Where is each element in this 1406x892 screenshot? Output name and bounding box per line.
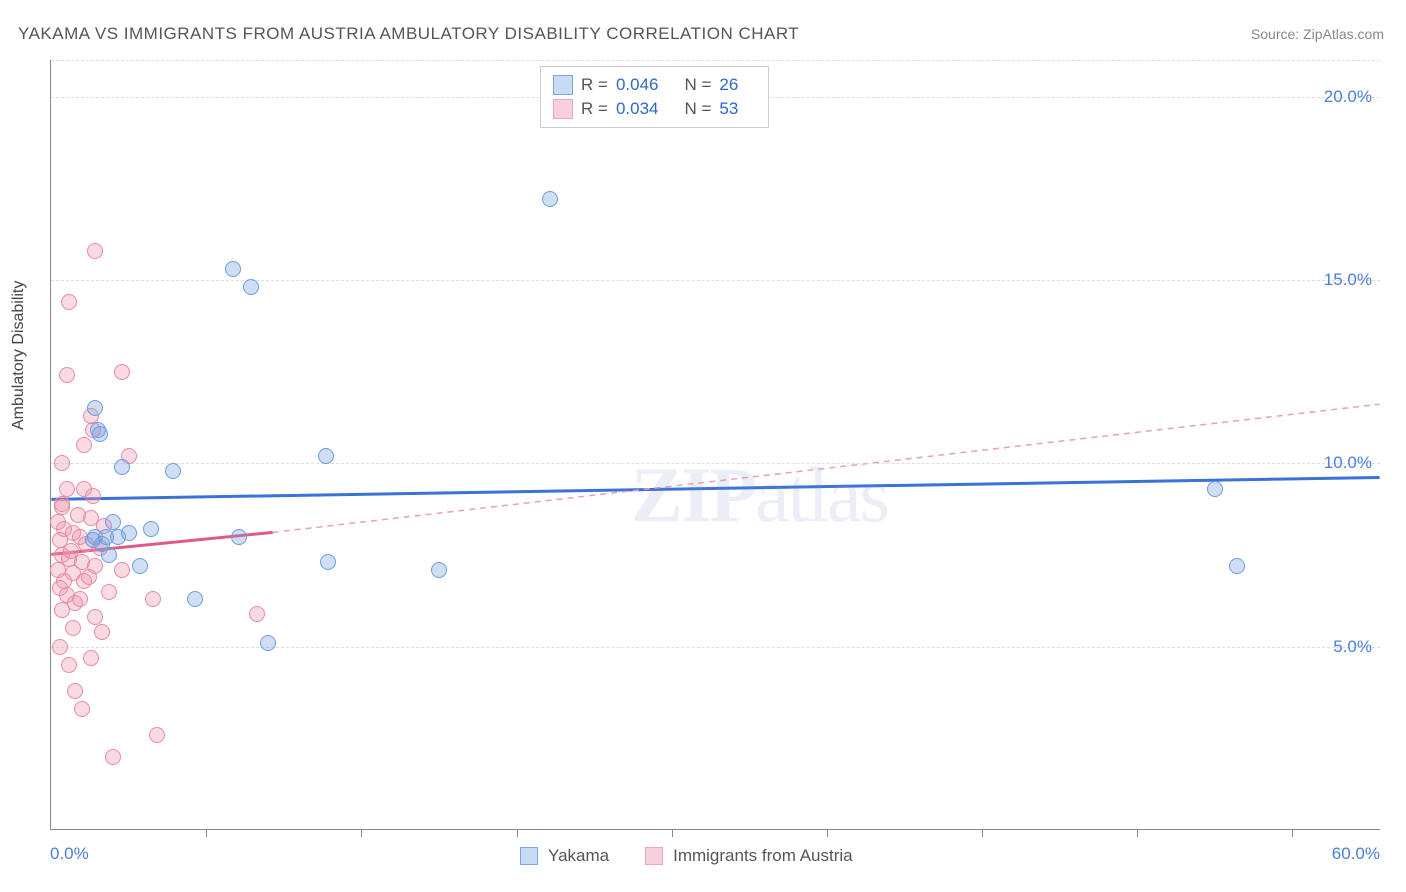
data-point [87, 609, 103, 625]
data-point [143, 521, 159, 537]
data-point [94, 624, 110, 640]
legend-stats-row-1: R = 0.034 N = 53 [553, 97, 756, 121]
r-label: R = [581, 99, 608, 119]
data-point [74, 701, 90, 717]
data-point [318, 448, 334, 464]
yaxis-title: Ambulatory Disability [10, 281, 28, 430]
data-point [225, 261, 241, 277]
r-value-0: 0.046 [616, 75, 659, 95]
data-point [320, 554, 336, 570]
source-label: Source: ZipAtlas.com [1251, 26, 1384, 42]
legend-series: Yakama Immigrants from Austria [520, 846, 853, 866]
n-value-1: 53 [719, 99, 738, 119]
n-label: N = [684, 99, 711, 119]
data-point [1229, 558, 1245, 574]
swatch-series-1 [553, 99, 573, 119]
n-value-0: 26 [719, 75, 738, 95]
xtick [1137, 829, 1138, 837]
data-point [63, 543, 79, 559]
ytick-label: 15.0% [1324, 270, 1372, 290]
data-point [260, 635, 276, 651]
data-point [114, 562, 130, 578]
swatch-bottom-0 [520, 847, 538, 865]
data-point [54, 602, 70, 618]
ytick-label: 10.0% [1324, 453, 1372, 473]
data-point [101, 547, 117, 563]
data-point [56, 573, 72, 589]
ytick-label: 20.0% [1324, 87, 1372, 107]
data-point [87, 243, 103, 259]
data-point [431, 562, 447, 578]
legend-stats: R = 0.046 N = 26 R = 0.034 N = 53 [540, 66, 769, 128]
legend-stats-row-0: R = 0.046 N = 26 [553, 73, 756, 97]
data-point [187, 591, 203, 607]
chart-title: YAKAMA VS IMMIGRANTS FROM AUSTRIA AMBULA… [18, 24, 799, 44]
data-point [542, 191, 558, 207]
data-point [85, 488, 101, 504]
gridline [51, 647, 1380, 648]
xtick [1292, 829, 1293, 837]
data-point [59, 481, 75, 497]
data-point [243, 279, 259, 295]
gridline [51, 463, 1380, 464]
data-point [1207, 481, 1223, 497]
data-point [83, 650, 99, 666]
data-point [76, 437, 92, 453]
data-point [54, 455, 70, 471]
data-point [87, 400, 103, 416]
data-point [105, 514, 121, 530]
data-point [121, 525, 137, 541]
legend-label-0: Yakama [548, 846, 609, 866]
data-point [149, 727, 165, 743]
data-point [105, 749, 121, 765]
data-point [249, 606, 265, 622]
r-label: R = [581, 75, 608, 95]
data-point [101, 584, 117, 600]
data-point [52, 639, 68, 655]
data-point [61, 657, 77, 673]
data-point [54, 496, 70, 512]
xtick [672, 829, 673, 837]
gridline [51, 60, 1380, 61]
xtick [982, 829, 983, 837]
plot-area: ZIPatlas 5.0%10.0%15.0%20.0% [50, 60, 1380, 830]
xtick [517, 829, 518, 837]
data-point [231, 529, 247, 545]
data-point [85, 532, 101, 548]
chart-container: YAKAMA VS IMMIGRANTS FROM AUSTRIA AMBULA… [0, 0, 1406, 892]
data-point [67, 683, 83, 699]
ytick-label: 5.0% [1333, 637, 1372, 657]
swatch-series-0 [553, 75, 573, 95]
xtick [827, 829, 828, 837]
data-point [132, 558, 148, 574]
swatch-bottom-1 [645, 847, 663, 865]
xlabel-min: 0.0% [50, 844, 89, 864]
data-point [114, 364, 130, 380]
xlabel-max: 60.0% [1332, 844, 1380, 864]
data-point [61, 294, 77, 310]
data-point [81, 569, 97, 585]
data-point [59, 367, 75, 383]
data-point [145, 591, 161, 607]
data-point [114, 459, 130, 475]
data-point [65, 620, 81, 636]
xtick [361, 829, 362, 837]
data-point [92, 426, 108, 442]
trend-lines-layer [51, 60, 1380, 829]
n-label: N = [684, 75, 711, 95]
r-value-1: 0.034 [616, 99, 659, 119]
xtick [206, 829, 207, 837]
legend-label-1: Immigrants from Austria [673, 846, 853, 866]
data-point [165, 463, 181, 479]
